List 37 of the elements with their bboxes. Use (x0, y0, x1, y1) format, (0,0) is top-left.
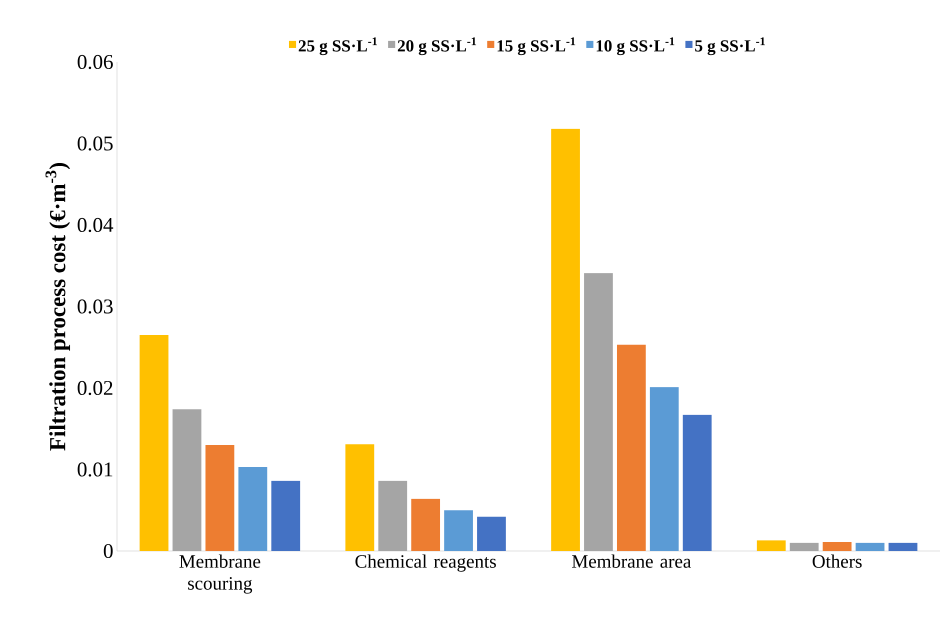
bar (584, 273, 613, 551)
bar (856, 542, 884, 551)
x-tick-label: Others (812, 554, 862, 568)
bar (444, 510, 473, 551)
bar (650, 387, 679, 551)
bar (172, 409, 202, 551)
bar (682, 414, 712, 551)
legend-label: 25 g SS·L$^{-1}$ (298, 37, 377, 56)
bar (756, 540, 786, 551)
bar (140, 335, 168, 551)
x-tick-label: Membrane scouring (179, 554, 260, 594)
y-tick-label: 0.02 (78, 380, 112, 396)
bar (477, 516, 506, 551)
legend-label: 10 g SS·L$^{-1}$ (596, 37, 674, 56)
bar (271, 480, 300, 551)
bar (238, 467, 268, 551)
bar (345, 444, 374, 551)
legend-label: 5 g SS·L$^{-1}$ (695, 37, 765, 56)
bar (616, 344, 646, 551)
legend-label: 15 g SS·L$^{-1}$ (498, 37, 576, 56)
y-tick-label: 0.05 (78, 136, 113, 151)
bar (790, 542, 819, 551)
legend-label: 20 g SS·L$^{-1}$ (398, 37, 476, 56)
bar (822, 542, 852, 551)
y-axis-title: Filtration process cost (€·m$^{-3}$) (46, 163, 70, 451)
bar (378, 480, 408, 551)
x-tick-label: Chemical reagents (355, 554, 496, 572)
bar (888, 542, 918, 551)
y-tick-label: 0.01 (78, 462, 112, 477)
y-tick-label: 0 (104, 544, 113, 558)
bar (205, 445, 234, 551)
x-tick-label: Membrane area (572, 554, 692, 568)
bar (411, 498, 440, 551)
y-tick-label: 0.03 (78, 299, 113, 314)
bar (551, 128, 580, 551)
y-tick-label: 0.04 (78, 218, 114, 232)
y-tick-label: 0.06 (78, 54, 113, 70)
